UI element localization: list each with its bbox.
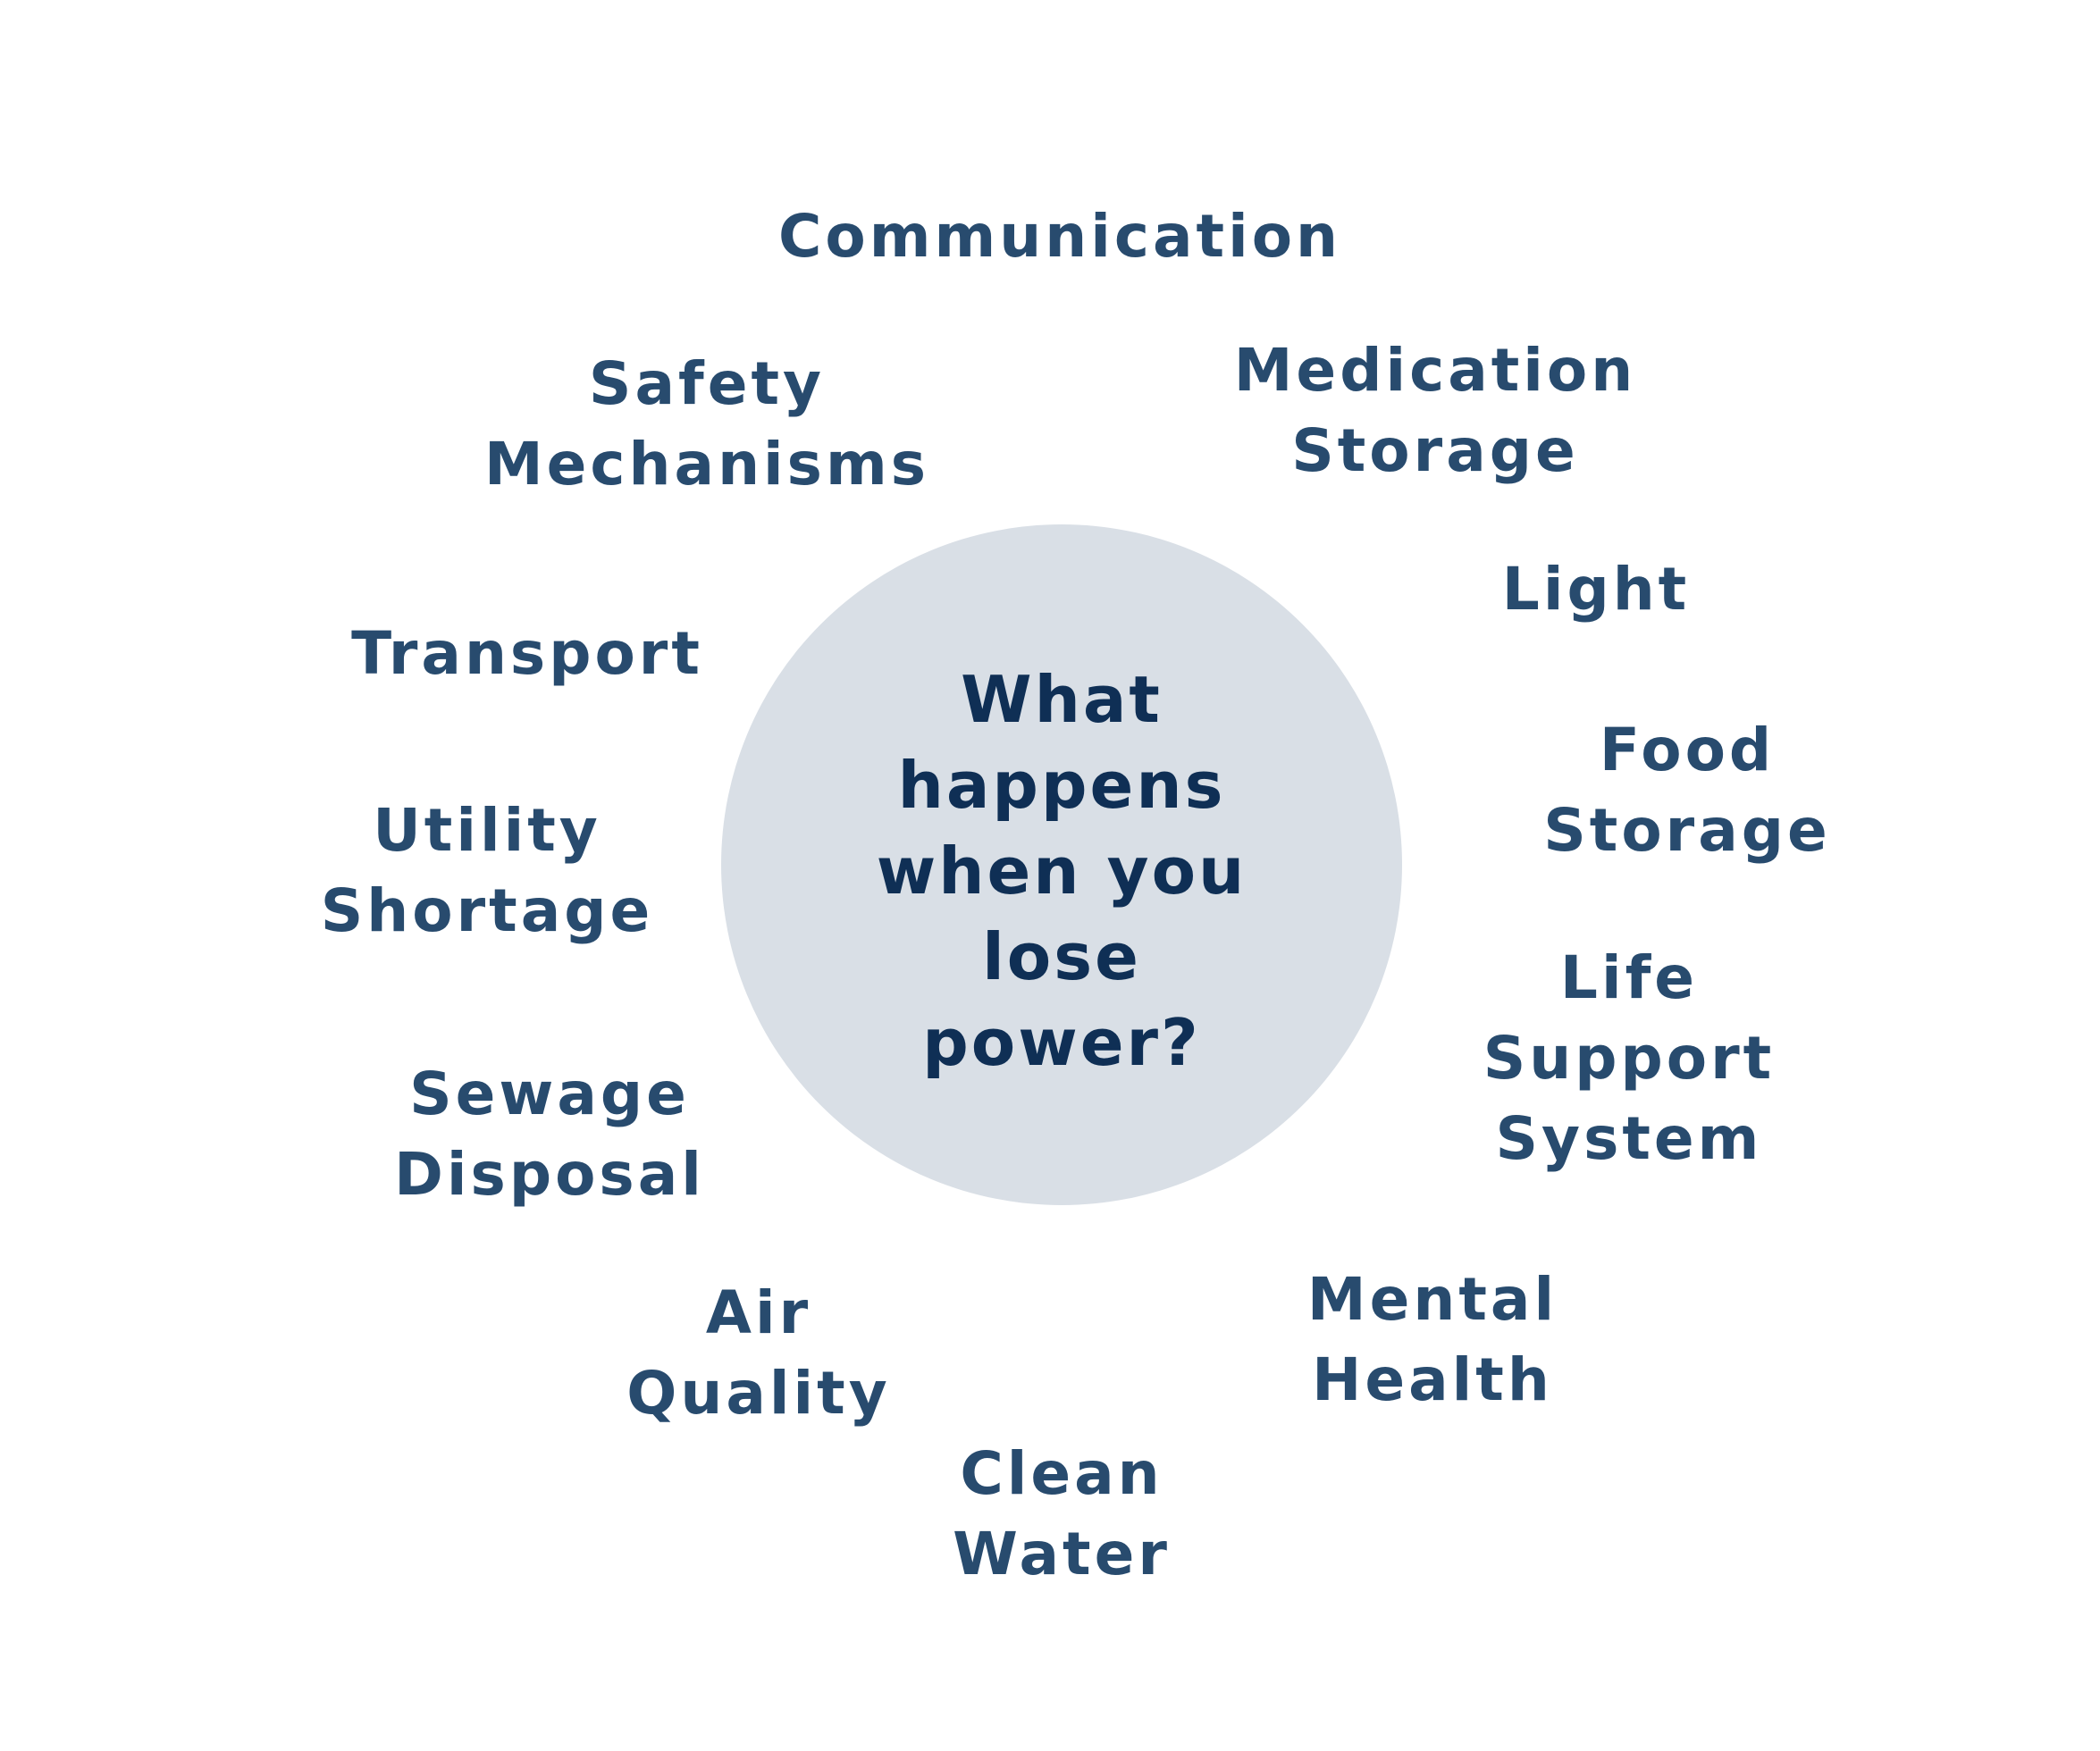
topic-line: Food — [1599, 716, 1776, 784]
center-circle — [721, 524, 1402, 1205]
topic-line: Medication — [1233, 336, 1637, 405]
topic-line: Health — [1312, 1345, 1553, 1414]
topic-line: Light — [1501, 555, 1691, 624]
topic-utility-shortage: Utility Shortage — [321, 791, 654, 951]
topic-line: Air — [705, 1278, 812, 1347]
center-question-line-3: when you — [876, 834, 1247, 909]
topic-life-support-system: Life Support System — [1483, 938, 1775, 1179]
topic-line: Mental — [1306, 1265, 1558, 1334]
topic-line: Utility — [373, 796, 601, 865]
center-question-line-1: What — [961, 662, 1163, 737]
topic-line: Storage — [1543, 796, 1831, 865]
topic-line: Shortage — [320, 876, 654, 945]
topic-line: Support — [1483, 1024, 1776, 1093]
topic-communication: Communication — [778, 197, 1341, 277]
topic-line: Mechanisms — [483, 430, 930, 498]
topic-line: Disposal — [394, 1140, 705, 1209]
topic-sewage-disposal: Sewage Disposal — [394, 1054, 705, 1215]
topic-line: Transport — [351, 619, 703, 688]
topic-line: System — [1495, 1104, 1763, 1173]
center-question-line-5: power? — [922, 1005, 1201, 1080]
topic-line: Sewage — [409, 1060, 690, 1128]
topic-clean-water: Clean Water — [953, 1434, 1171, 1595]
topic-line: Communication — [777, 202, 1342, 271]
center-question-line-2: happens — [897, 748, 1226, 823]
topic-line: Quality — [626, 1359, 891, 1428]
topic-light: Light — [1502, 549, 1690, 630]
topic-line: Safety — [588, 349, 826, 418]
topic-line: Storage — [1291, 416, 1579, 485]
topic-food-storage: Food Storage — [1543, 710, 1831, 871]
topic-line: Life — [1559, 943, 1699, 1012]
center-question-line-4: lose — [982, 919, 1141, 994]
topic-medication-storage: Medication Storage — [1234, 331, 1636, 491]
topic-mental-health: Mental Health — [1307, 1260, 1558, 1420]
topic-line: Water — [953, 1520, 1171, 1588]
center-question: What happens when you lose power? — [831, 657, 1292, 1085]
topic-line: Clean — [960, 1439, 1163, 1508]
topic-air-quality: Air Quality — [626, 1273, 890, 1434]
topic-safety-mechanisms: Safety Mechanisms — [484, 344, 929, 505]
topic-transport: Transport — [351, 614, 703, 694]
